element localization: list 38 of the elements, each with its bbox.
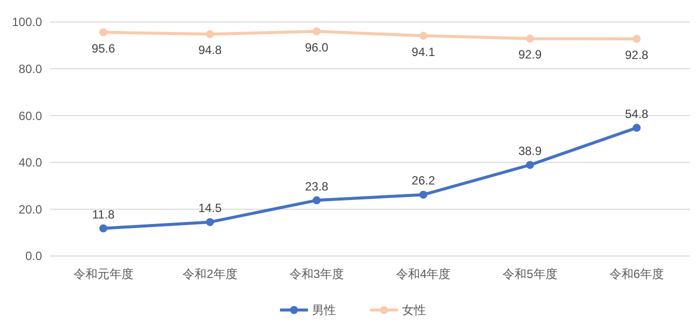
y-tick-label: 80.0	[18, 62, 42, 76]
point	[206, 218, 214, 226]
point	[526, 160, 534, 169]
x-tick-label: 令和5年度	[502, 267, 558, 281]
x-tick-label: 令和元年度	[73, 267, 134, 281]
point	[526, 34, 534, 43]
data-label: 38.9	[518, 144, 542, 158]
data-label: 14.5	[198, 201, 222, 216]
x-tick-label: 令和6年度	[609, 267, 664, 281]
legend-label: 女性	[402, 303, 426, 318]
point	[419, 32, 428, 40]
y-tick-label: 60.0	[18, 108, 42, 123]
point	[632, 124, 641, 132]
data-label: 54.8	[624, 106, 649, 121]
data-label: 92.9	[518, 48, 542, 62]
y-tick-label: 20.0	[18, 202, 42, 216]
point	[632, 34, 641, 43]
y-tick-label: 100.0	[12, 15, 42, 30]
data-label: 92.8	[624, 48, 649, 62]
point	[419, 190, 428, 199]
point	[312, 196, 321, 204]
data-label: 95.6	[92, 41, 116, 56]
point	[206, 30, 214, 38]
data-label: 94.1	[412, 44, 436, 59]
data-label: 26.2	[412, 174, 436, 188]
y-tick-label: 0.0	[25, 249, 42, 264]
data-label: 11.8	[92, 207, 115, 222]
data-label: 94.8	[198, 43, 222, 58]
x-tick-label: 令和2年度	[182, 267, 238, 281]
y-tick-label: 40.0	[18, 156, 42, 170]
data-label: 96.0	[304, 40, 329, 54]
data-label: 23.8	[304, 179, 329, 194]
point	[99, 28, 108, 36]
legend-label: 男性	[312, 303, 336, 318]
point	[99, 224, 108, 232]
x-tick-label: 令和3年度	[289, 267, 344, 281]
x-tick-label: 令和4年度	[396, 267, 451, 281]
point	[312, 27, 321, 36]
